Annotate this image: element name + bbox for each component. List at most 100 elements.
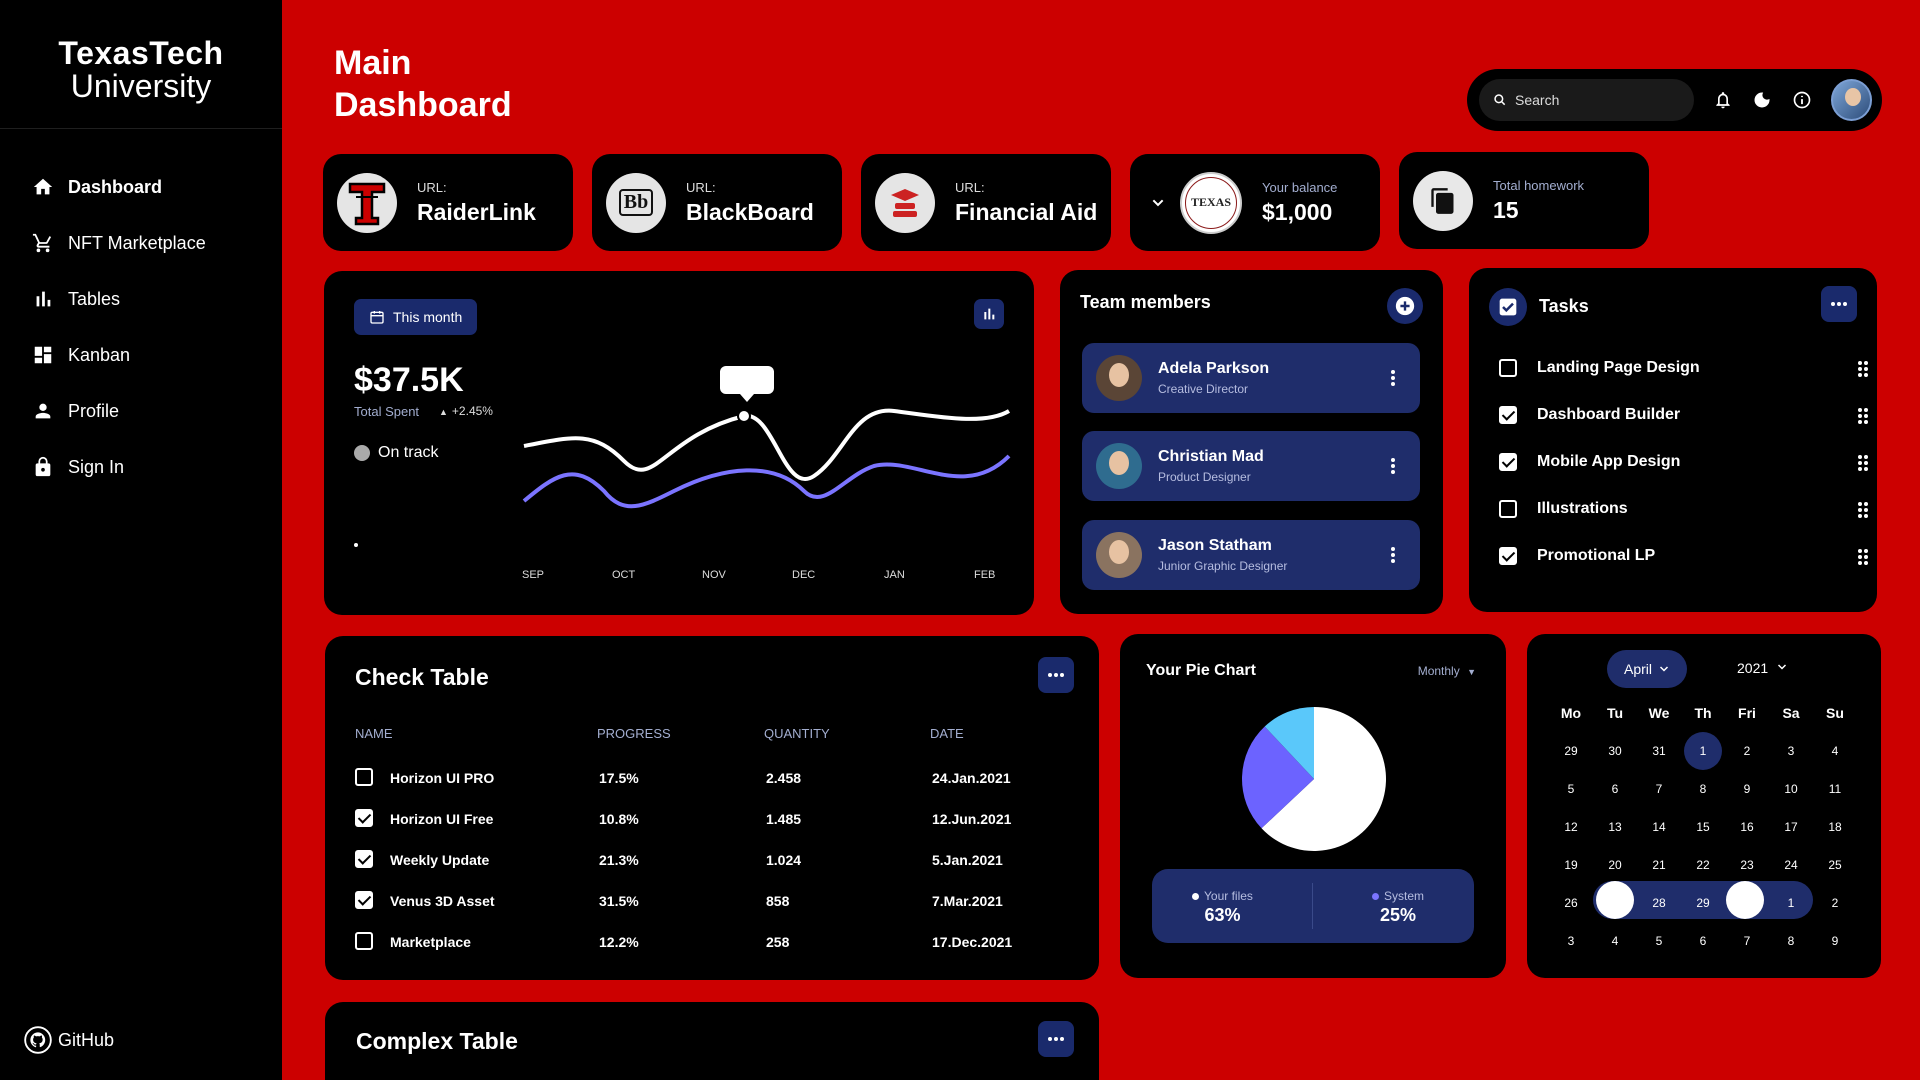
raiderlink-card[interactable]: URL: RaiderLink — [323, 154, 573, 251]
calendar-day[interactable]: 13 — [1593, 820, 1637, 834]
team-member[interactable]: Christian Mad Product Designer — [1082, 431, 1420, 501]
row-checkbox[interactable] — [355, 768, 373, 786]
github-link[interactable]: GitHub — [24, 1026, 114, 1054]
sidebar-item-kanban[interactable]: Kanban — [0, 327, 282, 383]
calendar-day[interactable]: 25 — [1813, 858, 1857, 872]
user-avatar[interactable] — [1830, 79, 1872, 121]
team-member[interactable]: Adela Parkson Creative Director — [1082, 343, 1420, 413]
row-checkbox[interactable] — [355, 809, 373, 827]
pie-slice[interactable] — [1242, 726, 1314, 829]
column-header-name[interactable]: NAME — [355, 726, 393, 741]
sidebar-item-sign-in[interactable]: Sign In — [0, 439, 282, 495]
period-dropdown[interactable]: Monthly ▼ — [1418, 664, 1476, 678]
row-checkbox[interactable] — [355, 891, 373, 909]
pie-slice[interactable] — [1261, 707, 1386, 851]
calendar-day[interactable]: 1 — [1769, 896, 1813, 910]
column-header-date[interactable]: DATE — [930, 726, 964, 741]
financial-aid-card[interactable]: URL: Financial Aid — [861, 154, 1111, 251]
task-item[interactable]: Illustrations — [1499, 494, 1869, 524]
sidebar-item-nft-marketplace[interactable]: NFT Marketplace — [0, 215, 282, 271]
calendar-day[interactable]: 24 — [1769, 858, 1813, 872]
drag-handle-icon[interactable] — [1857, 454, 1869, 472]
notifications-button[interactable] — [1712, 89, 1734, 111]
task-checkbox[interactable] — [1499, 500, 1517, 518]
calendar-day[interactable]: 21 — [1637, 858, 1681, 872]
calendar-day[interactable]: 23 — [1725, 858, 1769, 872]
balance-card[interactable]: TEXAS Your balance $1,000 — [1130, 154, 1380, 251]
calendar-day[interactable]: 30 — [1593, 744, 1637, 758]
calendar-day[interactable]: 6 — [1593, 782, 1637, 796]
calendar-day[interactable]: 9 — [1725, 782, 1769, 796]
range-start-marker[interactable] — [1596, 881, 1634, 919]
calendar-day[interactable]: 16 — [1725, 820, 1769, 834]
calendar-day[interactable]: 4 — [1813, 744, 1857, 758]
this-month-button[interactable]: This month — [354, 299, 478, 335]
chart-options-button[interactable] — [974, 299, 1004, 329]
blackboard-card[interactable]: Bb URL: BlackBoard — [592, 154, 842, 251]
calendar-day[interactable]: 7 — [1637, 782, 1681, 796]
drag-handle-icon[interactable] — [1857, 360, 1869, 378]
complex-table-more-button[interactable] — [1038, 1021, 1074, 1057]
add-member-button[interactable] — [1387, 288, 1423, 324]
search-box[interactable] — [1479, 79, 1694, 121]
task-checkbox[interactable] — [1499, 406, 1517, 424]
task-item[interactable]: Promotional LP — [1499, 541, 1869, 571]
calendar-day[interactable]: 15 — [1681, 820, 1725, 834]
drag-handle-icon[interactable] — [1857, 407, 1869, 425]
calendar-day[interactable]: 30 — [1725, 896, 1769, 910]
calendar-day[interactable]: 31 — [1637, 744, 1681, 758]
team-member[interactable]: Jason Statham Junior Graphic Designer — [1082, 520, 1420, 590]
tasks-more-button[interactable] — [1821, 286, 1857, 322]
sidebar-item-tables[interactable]: Tables — [0, 271, 282, 327]
calendar-day[interactable]: 28 — [1637, 896, 1681, 910]
calendar-day[interactable]: 4 — [1593, 934, 1637, 948]
calendar-day[interactable]: 18 — [1813, 820, 1857, 834]
brand-logo[interactable]: TexasTech University — [0, 0, 282, 129]
calendar-day[interactable]: 7 — [1725, 934, 1769, 948]
search-input[interactable] — [1515, 92, 1685, 108]
homework-card[interactable]: Total homework 15 — [1399, 152, 1649, 249]
drag-handle-icon[interactable] — [1857, 548, 1869, 566]
calendar-day[interactable]: 17 — [1769, 820, 1813, 834]
calendar-day[interactable]: 27 — [1593, 896, 1637, 910]
task-item[interactable]: Mobile App Design — [1499, 447, 1869, 477]
sidebar-item-dashboard[interactable]: Dashboard — [0, 159, 282, 215]
more-vertical-icon[interactable] — [1390, 457, 1396, 475]
more-vertical-icon[interactable] — [1390, 546, 1396, 564]
row-checkbox[interactable] — [355, 850, 373, 868]
task-item[interactable]: Landing Page Design — [1499, 353, 1869, 383]
calendar-day[interactable]: 14 — [1637, 820, 1681, 834]
more-vertical-icon[interactable] — [1390, 369, 1396, 387]
calendar-day[interactable]: 5 — [1637, 934, 1681, 948]
task-checkbox[interactable] — [1499, 547, 1517, 565]
calendar-day[interactable]: 6 — [1681, 934, 1725, 948]
calendar-day[interactable]: 12 — [1549, 820, 1593, 834]
range-end-marker[interactable] — [1726, 881, 1764, 919]
calendar-day[interactable]: 8 — [1769, 934, 1813, 948]
calendar-day[interactable]: 26 — [1549, 896, 1593, 910]
row-checkbox[interactable] — [355, 932, 373, 950]
calendar-day[interactable]: 22 — [1681, 858, 1725, 872]
calendar-day[interactable]: 19 — [1549, 858, 1593, 872]
dark-mode-toggle[interactable] — [1751, 89, 1773, 111]
month-dropdown[interactable]: April — [1607, 650, 1687, 688]
info-button[interactable] — [1791, 89, 1813, 111]
pie-slice[interactable] — [1264, 707, 1314, 779]
sidebar-item-profile[interactable]: Profile — [0, 383, 282, 439]
calendar-day[interactable]: 3 — [1549, 934, 1593, 948]
calendar-day[interactable]: 29 — [1549, 744, 1593, 758]
calendar-day[interactable]: 2 — [1725, 744, 1769, 758]
calendar-day[interactable]: 3 — [1769, 744, 1813, 758]
calendar-day[interactable]: 2 — [1813, 896, 1857, 910]
task-item[interactable]: Dashboard Builder — [1499, 400, 1869, 430]
task-checkbox[interactable] — [1499, 453, 1517, 471]
calendar-day[interactable]: 9 — [1813, 934, 1857, 948]
calendar-day[interactable]: 5 — [1549, 782, 1593, 796]
calendar-day[interactable]: 1 — [1681, 732, 1725, 770]
column-header-quantity[interactable]: QUANTITY — [764, 726, 830, 741]
calendar-day[interactable]: 20 — [1593, 858, 1637, 872]
chart-highlight-point[interactable] — [737, 409, 751, 423]
chevron-down-icon[interactable] — [1150, 195, 1166, 211]
task-checkbox[interactable] — [1499, 359, 1517, 377]
calendar-day[interactable]: 29 — [1681, 896, 1725, 910]
